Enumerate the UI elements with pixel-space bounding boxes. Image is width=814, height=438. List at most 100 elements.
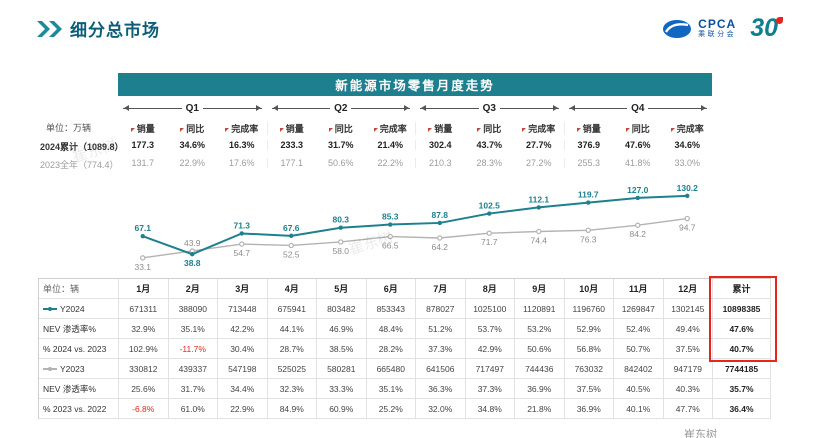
table-cell: 50.7% xyxy=(614,339,664,359)
table-row-label: % 2023 vs. 2022 xyxy=(39,399,119,419)
summary-2023-label: 2023全年（774.4） xyxy=(40,160,119,170)
table-cell: 21.8% xyxy=(515,399,565,419)
stat-value-2023: 22.9% xyxy=(179,158,206,168)
svg-text:87.8: 87.8 xyxy=(431,210,448,220)
table-cell: 330812 xyxy=(119,359,169,379)
quarter-label: Q1 xyxy=(185,102,199,114)
table-cell: 53.7% xyxy=(465,319,515,339)
table-cell: 47.7% xyxy=(663,399,713,419)
quarter-span-q3: Q3 xyxy=(415,100,564,116)
svg-text:74.4: 74.4 xyxy=(530,235,547,245)
table-cell: 7744185 xyxy=(713,359,771,379)
svg-text:84.2: 84.2 xyxy=(629,229,646,239)
summary-2024-label: 2024累计（1089.8） xyxy=(40,142,124,152)
stat-header: 同比 xyxy=(465,122,515,135)
table-cell: 1269847 xyxy=(614,299,664,319)
table-row-label: NEV 渗透率% xyxy=(39,379,119,399)
table-cell: 35.1% xyxy=(168,319,218,339)
table-cell: 47.6% xyxy=(713,319,771,339)
arrow-left-icon xyxy=(568,104,628,111)
table-cell: 52.4% xyxy=(614,319,664,339)
table-cell: 51.2% xyxy=(416,319,466,339)
table-cell: 10898385 xyxy=(713,299,771,319)
table-cell: 744436 xyxy=(515,359,565,379)
table-col-header: 6月 xyxy=(366,279,416,299)
svg-text:52.5: 52.5 xyxy=(283,249,300,259)
stat-value-2023: 50.6% xyxy=(327,158,354,168)
stat-value-2024: 34.6% xyxy=(674,140,701,150)
arrow-right-icon xyxy=(499,104,559,111)
table-cell: 675941 xyxy=(267,299,317,319)
arrow-left-icon xyxy=(271,104,331,111)
triangle-marker-icon xyxy=(625,127,630,132)
svg-text:67.1: 67.1 xyxy=(134,223,151,233)
svg-text:71.7: 71.7 xyxy=(481,237,498,247)
page-title: 细分总市场 xyxy=(70,21,160,40)
table-cell: 35.1% xyxy=(366,379,416,399)
table-cell: 671311 xyxy=(119,299,169,319)
table-cell: 36.9% xyxy=(515,379,565,399)
stat-value-2024: 27.7% xyxy=(525,140,552,150)
table-cell: -6.8% xyxy=(119,399,169,419)
table-cell: 36.3% xyxy=(416,379,466,399)
series-2023-line-icon xyxy=(43,366,57,371)
table-row-label: NEV 渗透率% xyxy=(39,319,119,339)
unit-label-table: 单位：辆 xyxy=(39,279,119,299)
table-col-header: 2月 xyxy=(168,279,218,299)
arrow-left-icon xyxy=(420,104,479,111)
table-cell: 34.8% xyxy=(465,399,515,419)
table-row-label: Y2024 xyxy=(39,299,119,319)
svg-text:64.2: 64.2 xyxy=(431,242,448,252)
stat-header: 同比 xyxy=(168,122,218,135)
table-cell: 717497 xyxy=(465,359,515,379)
table-cell: 25.6% xyxy=(119,379,169,399)
stat-header: 完成率 xyxy=(663,122,713,135)
svg-text:67.6: 67.6 xyxy=(283,223,300,233)
unit-label-top: 单位：万辆 xyxy=(46,123,92,133)
table-cell: 44.1% xyxy=(267,319,317,339)
stat-value-2023: 255.3 xyxy=(563,158,614,168)
table-col-header: 12月 xyxy=(663,279,713,299)
table-col-header: 11月 xyxy=(614,279,664,299)
table-col-header: 累计 xyxy=(713,279,771,299)
stat-value-2023: 22.2% xyxy=(377,158,404,168)
table-cell: -11.7% xyxy=(168,339,218,359)
table-cell: 42.9% xyxy=(465,339,515,359)
table-cell: 36.9% xyxy=(564,399,614,419)
stat-header: 销量 xyxy=(266,122,317,135)
stat-header: 同比 xyxy=(613,122,663,135)
table-cell: 28.2% xyxy=(366,339,416,359)
arrow-right-icon xyxy=(351,104,410,111)
table-cell: 60.9% xyxy=(317,399,367,419)
stat-value-2023: 210.3 xyxy=(415,158,465,168)
table-cell: 388090 xyxy=(168,299,218,319)
table-cell: 53.2% xyxy=(515,319,565,339)
data-table: 单位：辆 1月 2月 3月 4月 5月 6月 7月 8月 9月 10月 11月 12月 累计 Y2024 67… xyxy=(38,278,771,419)
stat-value-2024: 177.3 xyxy=(131,140,155,150)
svg-text:54.7: 54.7 xyxy=(233,248,250,258)
table-cell: 1025100 xyxy=(465,299,515,319)
table-cell: 31.7% xyxy=(168,379,218,399)
table-cell: 56.8% xyxy=(564,339,614,359)
table-col-header: 8月 xyxy=(465,279,515,299)
table-cell: 803482 xyxy=(317,299,367,319)
svg-text:130.2: 130.2 xyxy=(677,183,699,193)
stat-value-2024: 233.3 xyxy=(266,140,317,150)
table-cell: 1302145 xyxy=(663,299,713,319)
svg-text:94.7: 94.7 xyxy=(679,223,696,233)
svg-text:102.5: 102.5 xyxy=(479,201,501,211)
svg-text:112.1: 112.1 xyxy=(528,194,549,204)
table-cell: 1196760 xyxy=(564,299,614,319)
table-cell: 713448 xyxy=(218,299,268,319)
cpca-name: 乘联分会 xyxy=(698,31,737,39)
table-cell: 40.1% xyxy=(614,399,664,419)
triangle-marker-icon xyxy=(225,127,230,132)
logo-group: CPCA 乘联分会 30 xyxy=(662,16,783,41)
triangle-marker-icon xyxy=(328,127,333,132)
svg-text:127.0: 127.0 xyxy=(627,185,649,195)
stat-value-2024: 302.4 xyxy=(415,140,465,150)
triangle-marker-icon xyxy=(576,127,581,132)
quarter-header-row: Q1 Q2 Q3 Q4 xyxy=(118,100,712,116)
table-col-header: 1月 xyxy=(119,279,169,299)
